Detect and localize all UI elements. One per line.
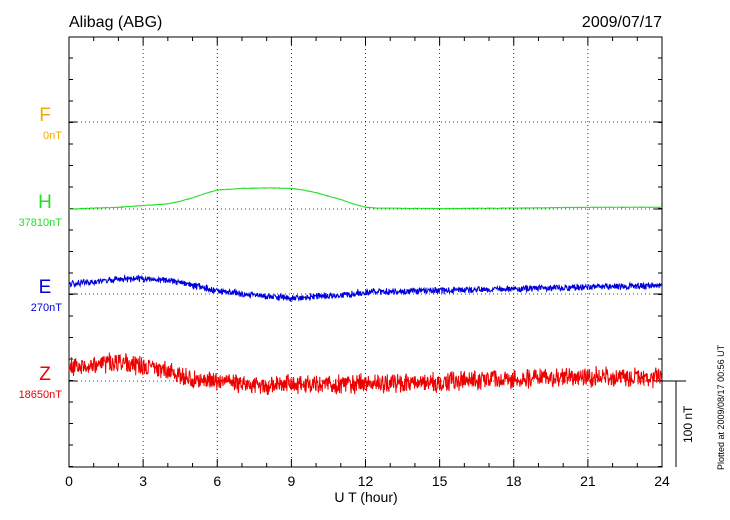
x-tick-label: 3 (139, 473, 147, 489)
x-tick-label: 15 (432, 473, 448, 489)
chart-title-station: Alibag (ABG) (69, 14, 162, 31)
series-line-z (68, 352, 663, 395)
x-tick-labels: 0 3 6 9 12 15 18 21 24 (65, 473, 670, 489)
x-axis-label: U T (hour) (334, 489, 397, 505)
series-label-e: E (39, 277, 52, 298)
grid (69, 37, 662, 467)
series-label-z: Z (39, 364, 51, 385)
series-line-h (68, 186, 663, 210)
series-layer (68, 186, 663, 395)
series-baseline-h: 37810nT (19, 217, 63, 229)
chart-title-date: 2009/07/17 (582, 14, 662, 31)
series-baseline-e: 270nT (31, 302, 62, 314)
x-tick-label: 12 (358, 473, 374, 489)
plotted-at-footnote: Plotted at 2009/08/17 00:56 UT (716, 344, 726, 470)
x-tick-label: 21 (580, 473, 596, 489)
series-line-e (68, 274, 663, 302)
series-label-h: H (38, 192, 52, 213)
series-labels: F 0nT H 37810nT E 270nT Z 18650nT (19, 105, 63, 401)
x-tick-label: 18 (506, 473, 522, 489)
x-tick-label: 6 (213, 473, 221, 489)
series-baseline-f: 0nT (43, 130, 62, 142)
x-tick-label: 9 (287, 473, 295, 489)
scale-bar-label: 100 nT (681, 405, 695, 443)
x-tick-label: 24 (654, 473, 670, 489)
series-baseline-z: 18650nT (19, 389, 63, 401)
scale-bar: 100 nT (662, 380, 695, 467)
series-label-f: F (39, 105, 51, 126)
x-tick-label: 0 (65, 473, 73, 489)
